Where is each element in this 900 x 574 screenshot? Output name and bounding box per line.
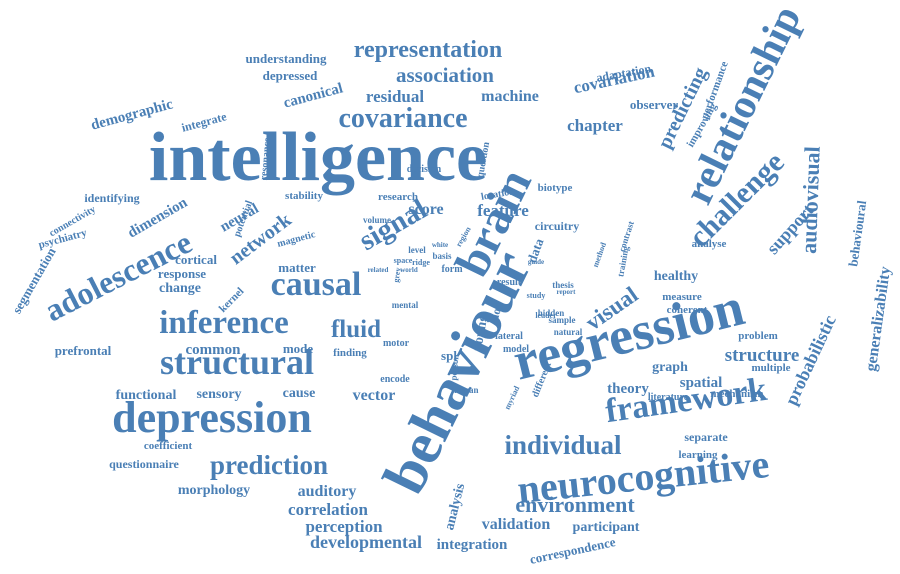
cloud-word: perception <box>305 516 383 536</box>
cloud-word: morphology <box>177 483 251 498</box>
cloud-word: problem <box>738 329 778 342</box>
cloud-word: basis <box>432 250 452 261</box>
cloud-word: matter <box>278 259 316 275</box>
cloud-word: mental <box>391 299 419 310</box>
cloud-word: inference <box>159 304 289 341</box>
cloud-word: analyse <box>691 237 727 250</box>
cloud-word: depression <box>112 393 312 442</box>
cloud-word: healthy <box>653 269 699 284</box>
cloud-word: depressed <box>262 67 318 83</box>
cloud-word: mode <box>282 340 314 356</box>
cloud-word: chapter <box>567 115 623 135</box>
cloud-word: white <box>431 240 449 249</box>
cloud-word: canonical <box>281 79 345 112</box>
cloud-word: auditory <box>297 483 357 500</box>
cloud-word: level <box>408 244 426 255</box>
cloud-word: spatial <box>679 374 723 391</box>
cloud-word: separate <box>684 430 728 444</box>
cloud-word: contrast <box>616 219 637 253</box>
cloud-word: response <box>157 265 207 281</box>
cloud-word: decision <box>406 164 442 175</box>
cloud-word: volume <box>363 214 391 225</box>
cloud-word: ridge <box>412 258 430 267</box>
cloud-word: world <box>400 265 418 274</box>
cloud-word: thesis <box>552 279 574 290</box>
cloud-word: grey <box>391 266 403 283</box>
cloud-word: report <box>556 287 576 296</box>
cloud-word: vector <box>352 387 396 404</box>
cloud-word: representation <box>353 37 503 63</box>
cloud-word: feature <box>477 200 529 220</box>
cloud-word: questionnaire <box>109 457 179 471</box>
cloud-word: covariance <box>338 103 468 134</box>
cloud-word: measure <box>662 290 702 303</box>
cloud-word: correspondence <box>528 533 618 567</box>
cloud-word: sample <box>548 314 576 325</box>
cloud-word: score <box>408 201 444 218</box>
cloud-word: prefrontal <box>54 342 112 358</box>
cloud-word: analysis <box>442 482 469 532</box>
cloud-word: lateral <box>495 331 523 342</box>
cloud-word: structural <box>160 342 314 382</box>
cloud-word: developmental <box>310 532 422 552</box>
cloud-word: theory <box>607 380 649 397</box>
cloud-word: coefficient <box>143 439 193 452</box>
cloud-word: guide <box>527 257 545 266</box>
cloud-word: myriad <box>502 384 521 411</box>
cloud-word: residual <box>365 86 425 106</box>
cloud-word: study <box>526 291 546 300</box>
cloud-word: result <box>496 277 522 288</box>
cloud-word: cortical <box>175 251 217 267</box>
cloud-word: validation <box>481 516 551 533</box>
cloud-word: natural <box>553 326 583 337</box>
cloud-word: prediction <box>209 449 328 480</box>
cloud-word: generalizability <box>862 265 895 373</box>
cloud-word: causal <box>270 266 362 303</box>
cloud-word: correlation <box>288 499 368 519</box>
cloud-word: mechanism <box>710 387 764 400</box>
cloud-word: circuitry <box>534 219 580 233</box>
cloud-word: stability <box>285 189 323 202</box>
cloud-word: observer <box>629 96 679 112</box>
cloud-word: human <box>451 384 479 395</box>
cloud-word: related <box>367 265 389 274</box>
cloud-word: finding <box>333 346 367 359</box>
cloud-word: integration <box>436 536 508 553</box>
cloud-word: functional <box>115 388 177 403</box>
cloud-word: fluid <box>330 315 382 343</box>
cloud-word: association <box>395 62 494 87</box>
cloud-word: machine <box>481 88 539 105</box>
cloud-word: environment <box>515 492 635 517</box>
cloud-word: board <box>451 365 473 374</box>
cloud-word: intelligence <box>148 119 488 196</box>
cloud-word: individual <box>504 429 622 460</box>
cloud-word: structure <box>724 344 800 366</box>
cloud-word: model <box>502 344 530 355</box>
cloud-word: form <box>441 264 463 275</box>
cloud-word: common <box>185 341 241 358</box>
cloud-word: coherent <box>666 303 708 316</box>
cloud-word: behavioural <box>844 199 870 267</box>
cloud-word: biotype <box>537 181 573 194</box>
cloud-word: change <box>159 281 201 296</box>
cloud-word: graph <box>652 360 688 375</box>
cloud-word: literature <box>647 392 689 403</box>
cloud-word: sensory <box>196 387 242 402</box>
cloud-word: encode <box>380 374 410 385</box>
cloud-word: understanding <box>245 50 327 66</box>
cloud-word: identifying <box>84 191 140 205</box>
cloud-word: spl <box>441 347 457 363</box>
cloud-word: cause <box>282 386 316 401</box>
cloud-word: participant <box>572 520 640 535</box>
cloud-word: space <box>393 256 413 265</box>
cloud-word: hidden <box>537 307 565 318</box>
cloud-word: research <box>378 190 418 203</box>
cloud-word: motor <box>382 338 410 349</box>
cloud-word: leader <box>535 311 557 320</box>
cloud-word: multiple <box>751 361 791 374</box>
cloud-word: method <box>590 241 609 269</box>
cloud-word: learning <box>678 448 718 461</box>
